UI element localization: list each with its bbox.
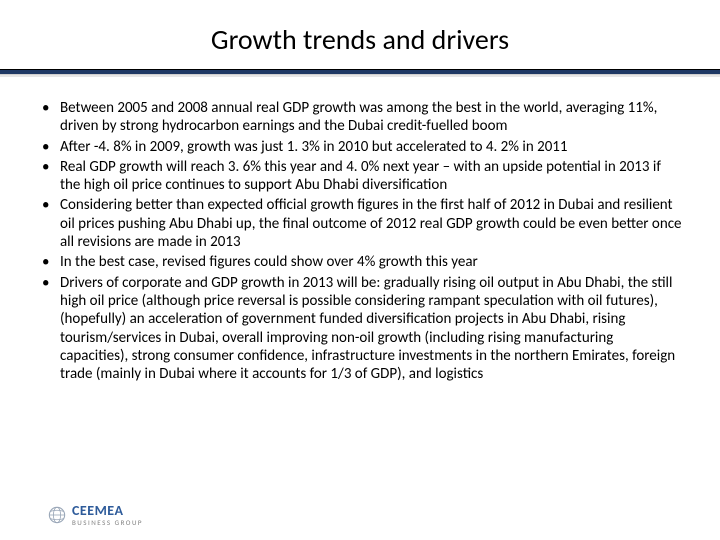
bullet-item: Drivers of corporate and GDP growth in 2… — [36, 274, 684, 384]
logo-sub-text: BUSINESS GROUP — [72, 519, 143, 526]
logo-main-text: CEEMEA — [72, 504, 143, 518]
bullet-item: After -4. 8% in 2009, growth was just 1.… — [36, 138, 684, 156]
brand-logo: CEEMEA BUSINESS GROUP — [48, 504, 143, 526]
bullet-list: Between 2005 and 2008 annual real GDP gr… — [36, 99, 684, 383]
bullet-item: In the best case, revised figures could … — [36, 253, 684, 271]
slide-title: Growth trends and drivers — [0, 0, 720, 69]
bullet-item: Between 2005 and 2008 annual real GDP gr… — [36, 99, 684, 136]
title-divider — [0, 69, 720, 75]
slide: Growth trends and drivers Between 2005 a… — [0, 0, 720, 540]
logo-text: CEEMEA BUSINESS GROUP — [72, 504, 143, 526]
content-area: Between 2005 and 2008 annual real GDP gr… — [0, 75, 720, 383]
bullet-item: Considering better than expected officia… — [36, 196, 684, 251]
globe-icon — [48, 506, 66, 524]
bullet-item: Real GDP growth will reach 3. 6% this ye… — [36, 158, 684, 195]
